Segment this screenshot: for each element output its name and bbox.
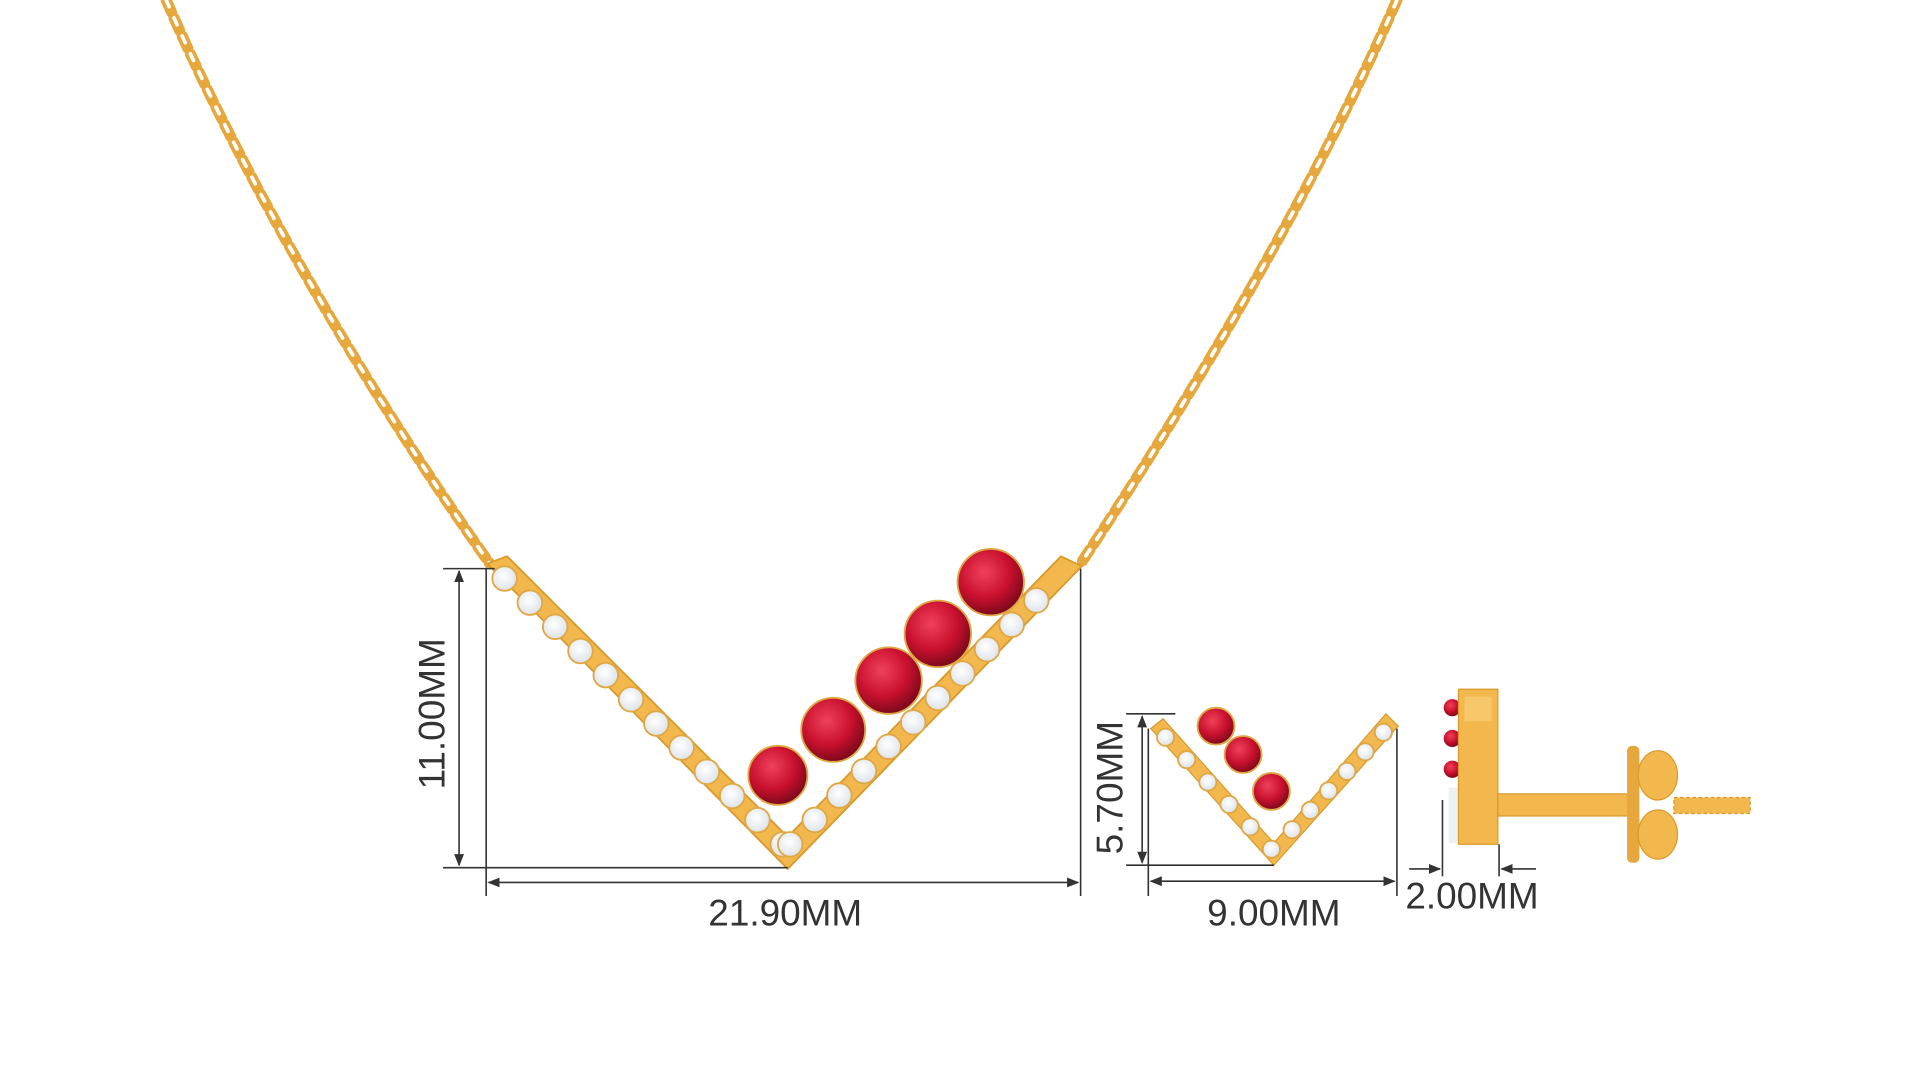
- necklace-dimensions: 11.00MM 21.90MM: [411, 567, 1082, 934]
- diamond: [744, 806, 771, 834]
- chain-left: [160, 0, 496, 570]
- diamond: [1177, 750, 1197, 770]
- diamond: [776, 831, 804, 858]
- earring-diamonds: [1156, 722, 1393, 859]
- diamond: [1261, 839, 1281, 859]
- diamond: [850, 757, 878, 785]
- diamond: [718, 782, 746, 810]
- earring-front-dimensions: 5.70MM 9.00MM: [1089, 713, 1398, 934]
- diamond: [617, 686, 645, 713]
- ruby: [854, 646, 923, 715]
- earring-side-view: [1443, 688, 1751, 863]
- ruby: [1223, 735, 1263, 774]
- diamond: [900, 709, 927, 736]
- ruby: [800, 696, 867, 763]
- diamond: [541, 613, 569, 641]
- chain-right: [1075, 0, 1403, 570]
- earring-screw-post: [1673, 796, 1751, 815]
- diamond: [516, 589, 544, 616]
- diamond: [1219, 794, 1239, 814]
- ruby: [747, 744, 809, 806]
- diamond: [592, 661, 619, 689]
- pendant-diamonds: [491, 565, 1050, 858]
- diamond: [567, 637, 594, 665]
- diamond: [643, 710, 670, 737]
- diamond: [826, 782, 853, 809]
- ruby: [1252, 772, 1291, 811]
- necklace-height-label: 11.00MM: [411, 638, 452, 789]
- ruby: [1196, 706, 1236, 746]
- diamond: [924, 684, 952, 712]
- diamond: [1319, 781, 1339, 801]
- diamond: [973, 635, 1001, 663]
- diamond: [668, 734, 695, 761]
- diamond: [949, 660, 976, 687]
- earring-front-view: [1149, 706, 1400, 867]
- earring-side-dimensions: 2.00MM: [1405, 800, 1539, 916]
- earring-height-label: 5.70MM: [1089, 721, 1130, 854]
- necklace-chain: [160, 0, 1403, 570]
- earring-depth-label: 2.00MM: [1405, 875, 1538, 916]
- diamond: [491, 565, 518, 592]
- diamond: [1355, 742, 1375, 762]
- diamond: [801, 806, 829, 834]
- diamond: [998, 611, 1025, 639]
- earring-width-label: 9.00MM: [1207, 893, 1340, 934]
- diamond: [1373, 722, 1393, 742]
- ruby: [903, 599, 973, 669]
- diamond: [1282, 820, 1302, 840]
- ruby: [956, 548, 1025, 617]
- diamond: [1023, 587, 1050, 614]
- diamond: [875, 733, 902, 760]
- diamond: [693, 758, 721, 786]
- pendant-rubies: [747, 548, 1025, 806]
- diamond: [1337, 761, 1357, 781]
- diamond: [1300, 800, 1320, 820]
- earring-rubies: [1196, 706, 1291, 811]
- earring-butterfly-back: [1627, 745, 1679, 863]
- necklace-width-label: 21.90MM: [708, 893, 862, 934]
- necklace-pendant: [485, 548, 1084, 871]
- diamond: [1156, 727, 1176, 747]
- diamond: [1198, 772, 1218, 792]
- diamond: [1240, 817, 1260, 837]
